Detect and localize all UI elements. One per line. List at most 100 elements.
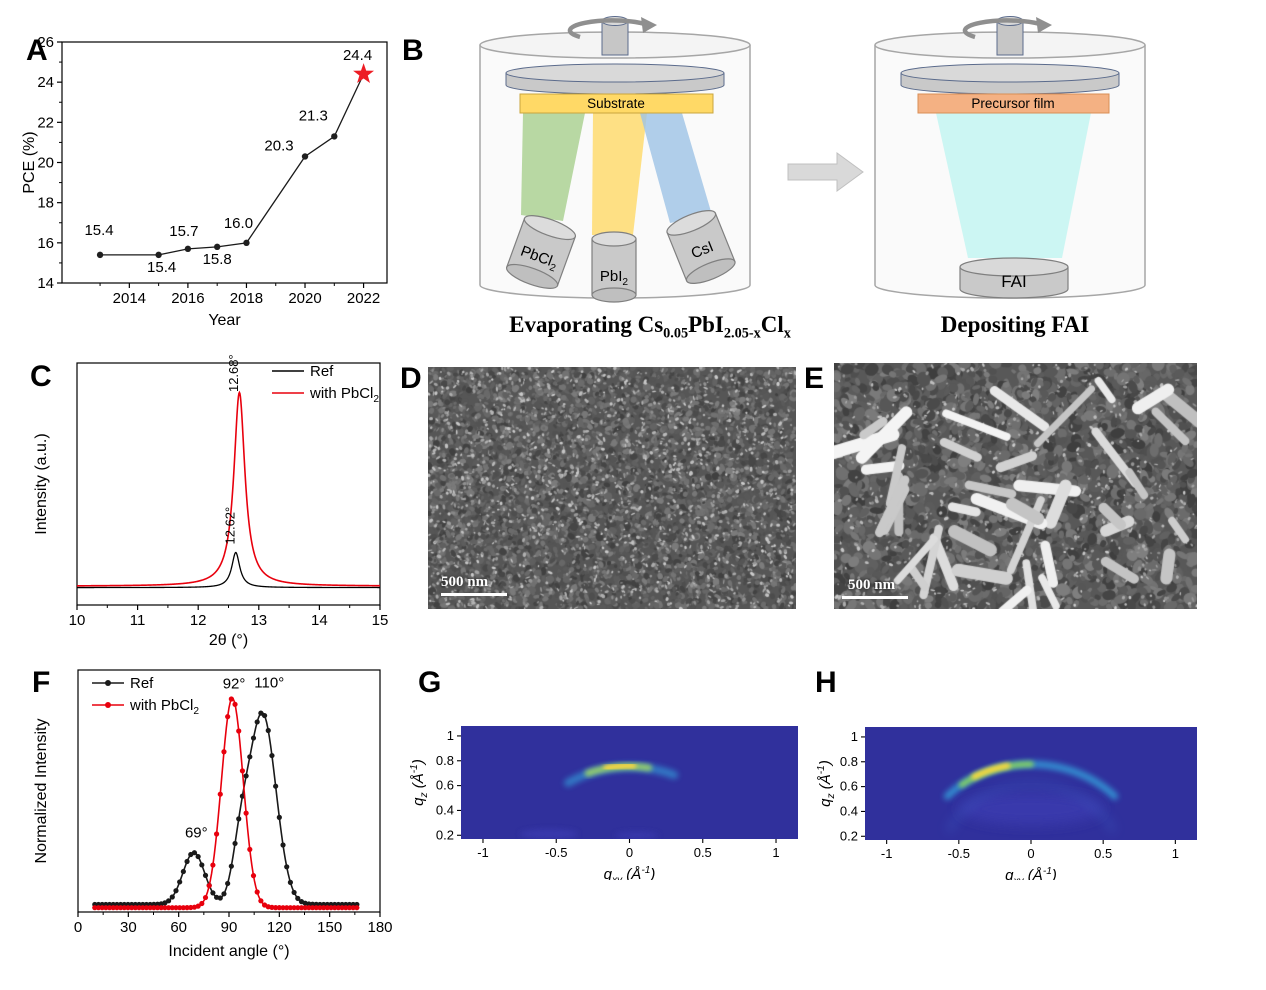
point-label: 21.3 — [299, 107, 328, 124]
diffuse-blob — [519, 829, 579, 839]
precursor-film-bar — [917, 93, 1110, 114]
svg-text:2016: 2016 — [171, 290, 204, 307]
panel-label-e: E — [804, 362, 825, 395]
svg-text:26: 26 — [37, 34, 54, 51]
diffraction-arc — [945, 779, 1117, 834]
x-axis-label: Year — [208, 312, 241, 329]
data-point — [243, 239, 250, 247]
sem-image-ref — [428, 367, 796, 609]
svg-text:0.4: 0.4 — [840, 803, 858, 818]
angle-curve — [94, 711, 360, 906]
svg-text:12: 12 — [190, 612, 207, 629]
plot-frame — [61, 41, 388, 284]
peak-annotation: 12.62° — [222, 507, 237, 545]
crucible: CsI — [666, 210, 736, 284]
substrate-bar — [519, 93, 714, 114]
svg-text:0.5: 0.5 — [694, 845, 712, 860]
legend-label: Ref — [310, 363, 334, 380]
pce-trend-chart: 2014 2016 2018 2020 202214161820222426YearPC… — [21, 34, 388, 329]
data-point — [213, 243, 221, 251]
scalebar-label-d: 500 nm — [441, 574, 489, 590]
y-axis-label: qz (Å-1) — [816, 760, 837, 807]
diffuse-blob — [614, 831, 659, 839]
point-label: 15.8 — [203, 251, 232, 268]
rotation-arrow-icon — [567, 18, 646, 40]
data-point — [331, 133, 338, 140]
svg-text:-1: -1 — [477, 845, 489, 860]
svg-text:0.2: 0.2 — [436, 827, 454, 842]
x-axis-label: 2θ (°) — [209, 632, 248, 649]
point-label: 15.4 — [147, 259, 176, 276]
vapor-beam — [640, 113, 712, 223]
svg-text:60: 60 — [170, 919, 187, 936]
svg-text:24: 24 — [37, 74, 54, 91]
svg-text:2022: 2022 — [347, 290, 380, 307]
panel-label-f: F — [32, 666, 51, 699]
giwaxs-map-ref: -1 -0.5 0 0.5 1 0.2 0.4 0.6 0.8 1 qxy (Å-1) qz (Å-1… — [409, 726, 798, 880]
scalebar-label-e: 500 nm — [848, 577, 896, 593]
x-axis-label: Incident angle (°) — [168, 943, 289, 960]
pce-line — [100, 73, 365, 256]
rotation-shaft — [601, 20, 629, 56]
svg-text:0: 0 — [1027, 846, 1034, 861]
scalebar-e — [842, 596, 908, 599]
diffraction-arc — [971, 762, 1011, 780]
point-label: 16.0 — [224, 215, 253, 232]
source-label: PbI2 — [600, 268, 629, 288]
svg-text:0.4: 0.4 — [436, 802, 454, 817]
legend-label: with PbCl2 — [129, 697, 199, 717]
svg-text:-0.5: -0.5 — [545, 845, 567, 860]
panel-label-g: G — [418, 666, 442, 699]
substrate-label: Substrate — [587, 96, 645, 111]
svg-text:-1: -1 — [881, 846, 893, 861]
svg-text:16: 16 — [37, 235, 54, 252]
angle-curve — [94, 697, 360, 909]
svg-text:0.6: 0.6 — [436, 778, 454, 793]
scalebar-d — [441, 593, 507, 596]
crucible: PbCl2 — [505, 215, 577, 289]
data-point — [184, 245, 192, 253]
rotation-arrow-icon — [962, 18, 1041, 40]
xrd-curve — [77, 390, 380, 587]
svg-text:150: 150 — [317, 919, 342, 936]
point-label: 20.3 — [264, 137, 293, 154]
point-label: 24.4 — [343, 47, 372, 64]
y-axis-label: Intensity (a.u.) — [33, 433, 50, 534]
svg-text:2020: 2020 — [288, 290, 321, 307]
fai-label: FAI — [1001, 272, 1027, 291]
svg-text:120: 120 — [267, 919, 292, 936]
x-axis-label: qxy (Å-1) — [1005, 866, 1057, 880]
svg-text:30: 30 — [120, 919, 137, 936]
svg-text:0.2: 0.2 — [840, 828, 858, 843]
svg-text:10: 10 — [69, 612, 86, 629]
svg-text:14: 14 — [311, 612, 328, 629]
peak-annotation: 12.68° — [226, 355, 241, 392]
svg-text:1: 1 — [1172, 846, 1179, 861]
evaporation-schematic: Substrate PbCl2 PbI2 CsI Precursor film FAI — [479, 16, 1146, 303]
detector-background — [461, 726, 798, 839]
svg-text:-0.5: -0.5 — [948, 846, 970, 861]
y-axis-label: Normalized Intensity — [33, 719, 50, 864]
x-axis-label: qxy (Å-1) — [604, 865, 656, 880]
legend-label: with PbCl2 — [309, 385, 379, 405]
panel-label-d: D — [400, 362, 422, 395]
y-axis-label: qz (Å-1) — [409, 759, 430, 806]
svg-text:1: 1 — [851, 729, 858, 744]
svg-text:18: 18 — [37, 195, 54, 212]
rotation-shaft — [996, 20, 1024, 56]
svg-text:1: 1 — [772, 845, 779, 860]
diffraction-arc — [603, 762, 637, 771]
legend-label: Ref — [130, 675, 154, 692]
giwaxs-map-pbcl2: -1 -0.5 0 0.5 1 0.2 0.4 0.6 0.8 1 qxy (Å-1) qz (Å-1… — [816, 727, 1197, 880]
svg-text:14: 14 — [37, 275, 54, 292]
peak-annotation: 69° — [185, 824, 208, 841]
svg-text:13: 13 — [250, 612, 267, 629]
peak-annotation: 110° — [254, 674, 284, 691]
svg-text:0.6: 0.6 — [840, 779, 858, 794]
svg-text:11: 11 — [130, 612, 146, 629]
y-axis-label: PCE (%) — [21, 131, 38, 193]
svg-text:0.5: 0.5 — [1094, 846, 1112, 861]
data-point — [301, 153, 309, 160]
svg-text:20: 20 — [37, 155, 54, 172]
